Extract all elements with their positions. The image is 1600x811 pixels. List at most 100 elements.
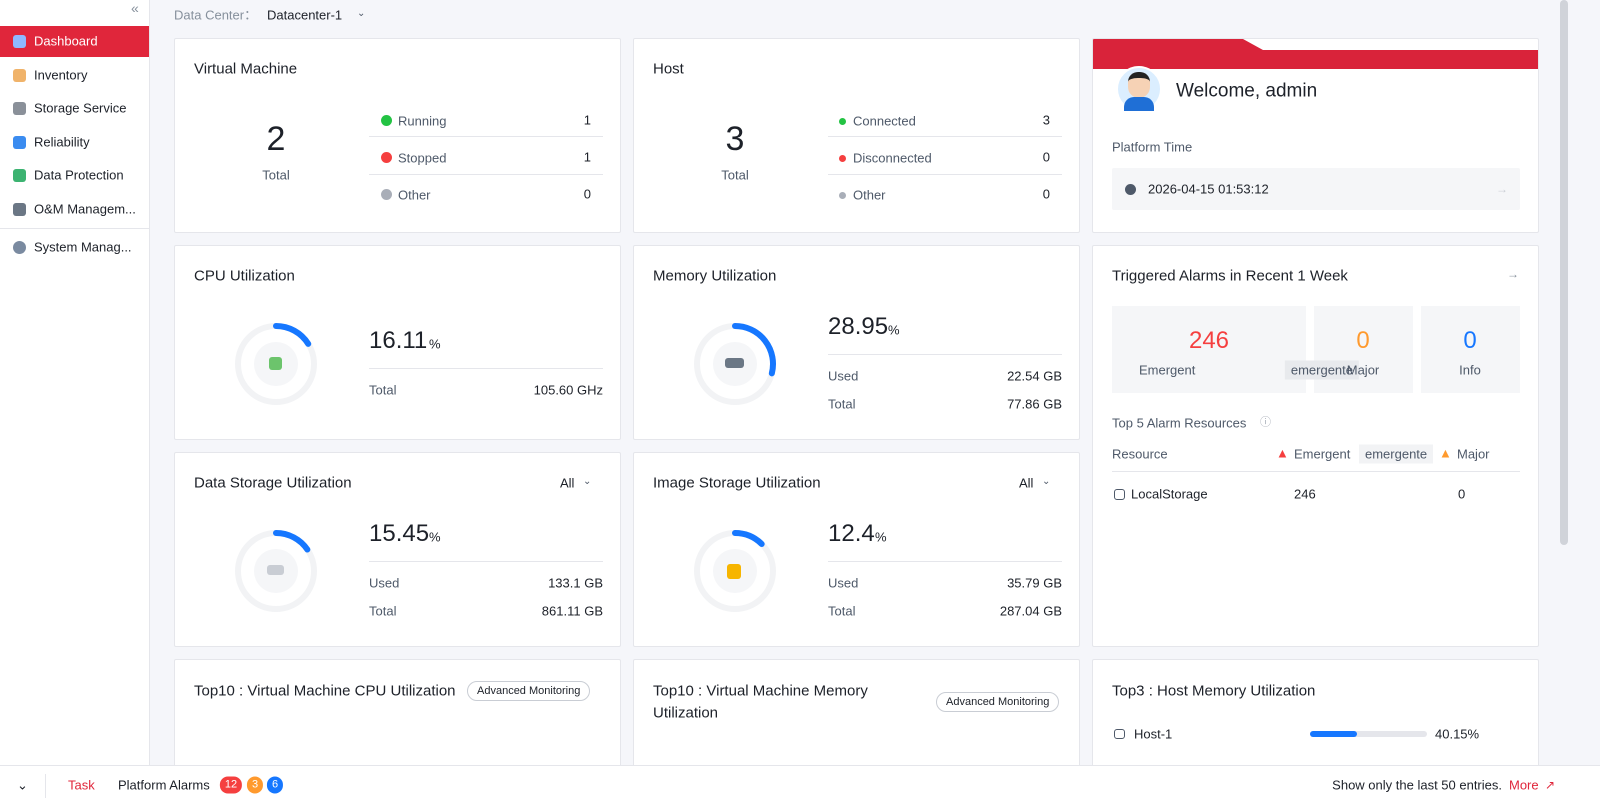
- monitoring-badge[interactable]: Advanced Monitoring: [467, 681, 591, 701]
- entries-note: Show only the last 50 entries.: [1332, 777, 1502, 793]
- vm-card: Virtual Machine 2 Total Running 1 Stoppe…: [174, 38, 621, 233]
- row-value: 22.54 GB: [1007, 368, 1062, 384]
- status-label: Disconnected: [853, 150, 932, 166]
- percent: 28.95: [828, 313, 889, 340]
- monitoring-badge[interactable]: Advanced Monitoring: [936, 692, 1060, 712]
- data-storage-card: Data Storage Utilization All ⌄ 15.45 % U…: [174, 452, 621, 647]
- alarms-tab[interactable]: Platform Alarms: [118, 777, 210, 793]
- count-label: Major: [1346, 362, 1380, 378]
- dropdown-arrow[interactable]: ⌄: [583, 476, 592, 487]
- datacenter-select[interactable]: Datacenter-1: [267, 7, 343, 23]
- card-title: Virtual Machine: [194, 60, 298, 78]
- filter-select[interactable]: All: [560, 475, 575, 491]
- greeting: Welcome, admin: [1176, 80, 1318, 102]
- menu-item[interactable]: Storage Service: [34, 100, 127, 116]
- welcome-card: Welcome, admin Platform Time 2026-04-15 …: [1092, 38, 1539, 233]
- image-icon: [727, 564, 741, 579]
- major-count: 0: [1356, 327, 1370, 354]
- status-value: 0: [583, 186, 591, 202]
- dropdown-arrow[interactable]: ⌄: [357, 8, 366, 19]
- status-label: Stopped: [398, 150, 447, 166]
- more-link[interactable]: More: [1509, 777, 1539, 793]
- filter-select[interactable]: All: [1019, 475, 1034, 491]
- total-label: Total: [721, 167, 749, 183]
- divider: [0, 228, 149, 229]
- card-title: Triggered Alarms in Recent 1 Week: [1112, 267, 1348, 285]
- emergent-value: 246: [1294, 486, 1316, 502]
- column-header: emergente: [1359, 444, 1434, 464]
- donut-arc: [732, 530, 765, 547]
- host-card: Host 3 Total Connected 3 Disconnected 0 …: [633, 38, 1080, 233]
- sidebar: « Dashboard Inventory Storage Service Re…: [0, 0, 150, 765]
- top3-card: Top3 : Host Memory Utilization Host-1 40…: [1092, 659, 1539, 779]
- percent-unit: %: [429, 336, 441, 352]
- menu-item[interactable]: Inventory: [34, 67, 88, 83]
- info-count: 0: [1463, 327, 1477, 354]
- status-icon: [381, 189, 392, 200]
- status-label: Running: [398, 113, 447, 129]
- row-label: Used: [369, 575, 400, 591]
- arrow-icon[interactable]: →: [1496, 182, 1508, 196]
- status-value: 0: [1042, 149, 1050, 165]
- status-value: 1: [583, 149, 591, 165]
- card-title: Top10 : Virtual Machine CPU Utilization: [194, 682, 456, 700]
- count-tag: emergente: [1284, 360, 1359, 380]
- card-title: Utilization: [653, 704, 719, 722]
- row-value: 133.1 GB: [548, 575, 603, 591]
- host-percent: 40.15%: [1435, 726, 1480, 742]
- major-value: 0: [1458, 486, 1466, 502]
- donut-arc: [732, 323, 776, 377]
- donut-arc: [273, 323, 312, 347]
- menu-item[interactable]: System Manag...: [34, 239, 132, 255]
- menu-item[interactable]: Reliability: [34, 134, 90, 150]
- divider: [828, 354, 1062, 355]
- row-value: 35.79 GB: [1007, 575, 1062, 591]
- status-dot: [839, 155, 846, 162]
- section-title: Top 5 Alarm Resources: [1112, 415, 1247, 431]
- row-label: Used: [828, 575, 859, 591]
- row-label: Total: [369, 382, 397, 398]
- donut-arc: [273, 530, 311, 553]
- top10-cpu-card: Top10 : Virtual Machine CPU Utilization …: [174, 659, 621, 779]
- card-title: Top10 : Virtual Machine Memory: [653, 682, 868, 700]
- divider: [828, 174, 1062, 175]
- row-label: Total: [828, 603, 856, 619]
- divider: [828, 136, 1062, 137]
- column-header: Major: [1457, 446, 1490, 462]
- emergent-count: 246: [1188, 327, 1230, 354]
- arrow-icon[interactable]: →: [1507, 267, 1519, 281]
- row-label: Total: [828, 396, 856, 412]
- external-icon[interactable]: ↗: [1545, 778, 1556, 792]
- dropdown-arrow[interactable]: ⌄: [1042, 476, 1051, 487]
- cpu-card: CPU Utilization 16.11 % Total 105.60 GHz: [174, 245, 621, 440]
- top10-memory-card: Top10 : Virtual Machine Memory Utilizati…: [633, 659, 1080, 779]
- clock-icon: [1125, 184, 1136, 195]
- row-label: Used: [828, 368, 859, 384]
- emergent-icon: ▲: [1276, 445, 1289, 461]
- alarm-badge: 3: [246, 776, 264, 794]
- status-label: Connected: [853, 113, 916, 129]
- row-value: 77.86 GB: [1007, 396, 1062, 412]
- menu-item[interactable]: Data Protection: [34, 167, 124, 183]
- menu-item[interactable]: O&M Managem...: [34, 201, 136, 217]
- task-tab[interactable]: Task: [68, 777, 95, 793]
- total-number: 3: [725, 120, 745, 158]
- datacenter-label: Data Center：: [174, 7, 258, 23]
- status-icon: [381, 152, 392, 163]
- expand-icon[interactable]: ⌄: [17, 777, 28, 793]
- major-icon: ▲: [1439, 445, 1452, 461]
- menu-item[interactable]: Dashboard: [34, 33, 98, 49]
- percent: 16.11: [369, 327, 428, 354]
- menu-icon: [13, 136, 26, 149]
- menu-icon: [13, 169, 26, 182]
- progress-bar: [1310, 731, 1357, 737]
- status-value: 3: [1042, 112, 1050, 128]
- percent-unit: %: [875, 529, 887, 545]
- status-value: 1: [583, 112, 591, 128]
- card-title: Image Storage Utilization: [653, 474, 821, 492]
- resource-name: LocalStorage: [1131, 486, 1208, 502]
- collapse-icon[interactable]: «: [131, 0, 139, 16]
- card-title: Memory Utilization: [653, 267, 777, 285]
- divider: [1112, 471, 1520, 472]
- scrollbar[interactable]: [1560, 0, 1568, 545]
